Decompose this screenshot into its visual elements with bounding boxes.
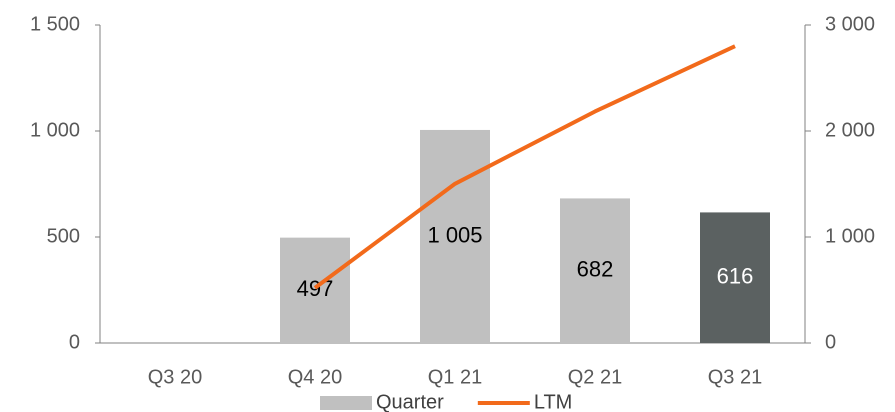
legend-swatch (320, 396, 372, 410)
data-label: 1 005 (427, 222, 482, 247)
y-tick-label: 0 (69, 331, 80, 353)
data-label: 616 (717, 264, 754, 289)
legend-label: LTM (534, 391, 573, 412)
y-tick-label: 1 500 (30, 13, 80, 35)
y2-tick-label: 2 000 (825, 119, 875, 141)
bar (560, 198, 630, 343)
x-tick-label: Q3 21 (708, 366, 762, 388)
y2-tick-label: 0 (825, 331, 836, 353)
x-tick-label: Q3 20 (148, 366, 202, 388)
x-tick-label: Q1 21 (428, 366, 482, 388)
x-tick-label: Q2 21 (568, 366, 622, 388)
line (313, 44, 736, 290)
x-tick-label: Q4 20 (288, 366, 342, 388)
bar (280, 237, 350, 343)
y2-tick-label: 1 000 (825, 225, 875, 247)
data-label: 682 (577, 257, 614, 282)
legend-label: Quarter (376, 391, 444, 412)
bar (700, 212, 770, 343)
y2-tick-label: 3 000 (825, 13, 875, 35)
bar (420, 129, 490, 343)
y-tick-label: 1 000 (30, 119, 80, 141)
y-tick-label: 500 (47, 225, 80, 247)
